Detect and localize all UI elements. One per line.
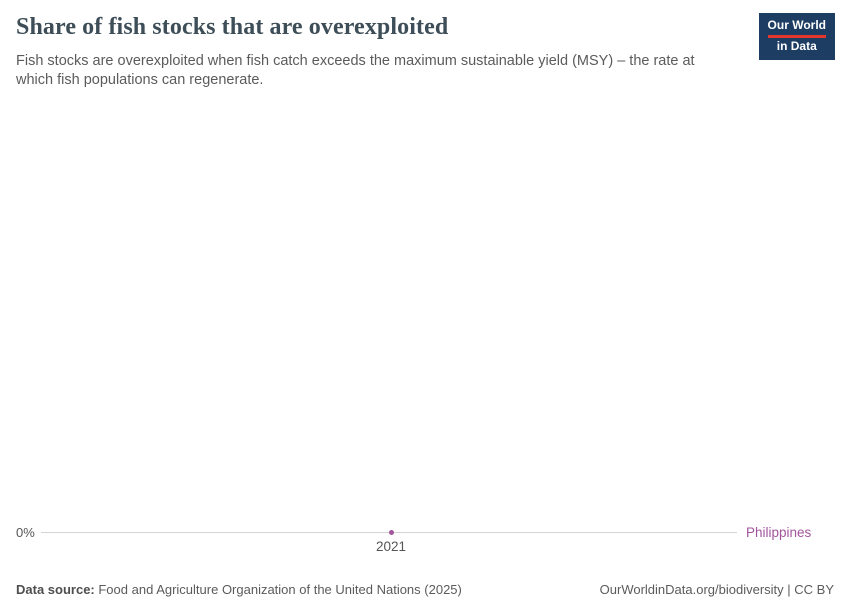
chart-title: Share of fish stocks that are overexploi… [16,14,449,40]
owid-logo: Our World in Data [758,13,835,60]
series-label-philippines[interactable]: Philippines [746,525,812,540]
owid-logo-line2: in Data [776,39,817,53]
x-axis-tick-2021: 2021 [375,539,407,554]
data-source-label: Data source: [16,582,95,597]
data-point-philippines-2021[interactable] [389,530,394,535]
chart-subtitle: Fish stocks are overexploited when fish … [16,53,695,88]
owid-logo-line1: Our World [767,18,826,38]
data-source-note: Data source: Food and Agriculture Organi… [16,582,462,597]
data-source-text: Food and Agriculture Organization of the… [94,582,462,597]
attribution-link[interactable]: OurWorldinData.org/biodiversity | CC BY [599,582,834,597]
y-axis-tick-zero: 0% [16,525,35,540]
